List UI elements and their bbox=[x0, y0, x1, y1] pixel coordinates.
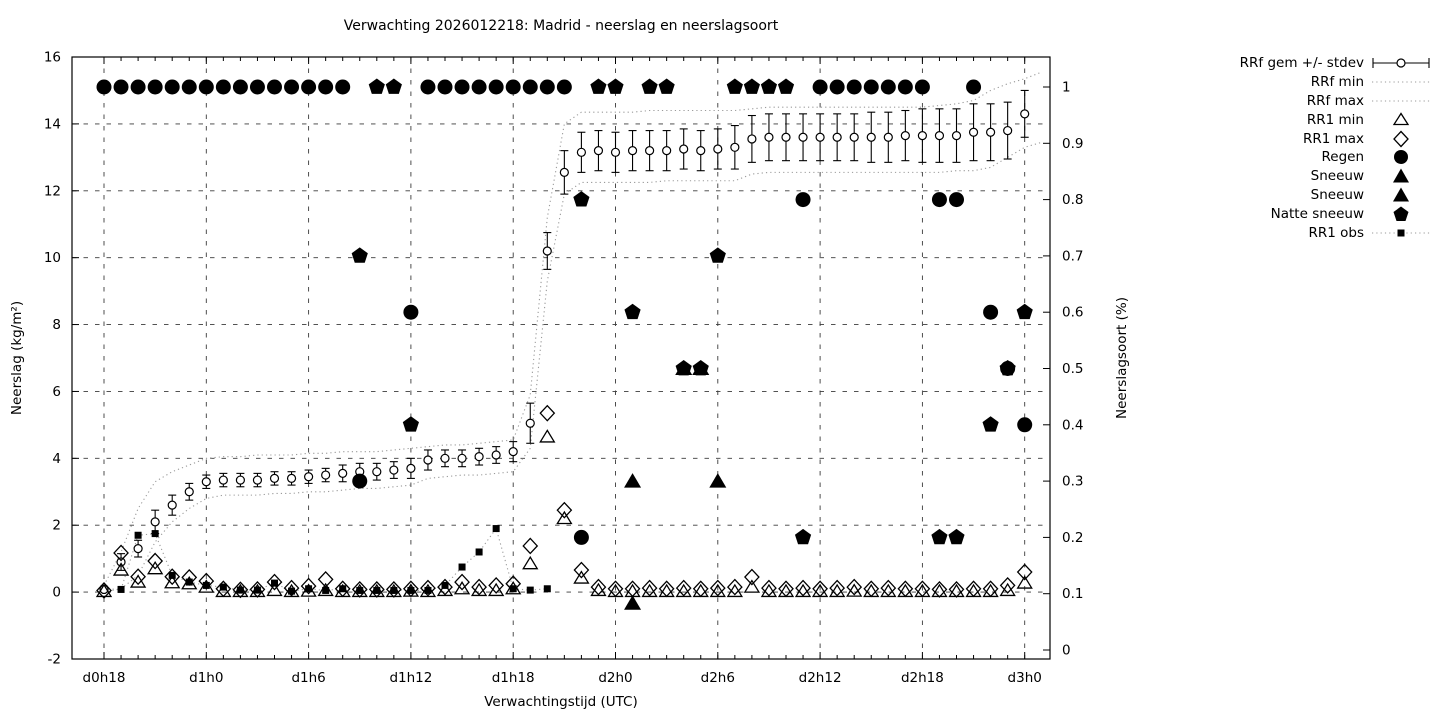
y-left-tick-label: 2 bbox=[52, 518, 61, 534]
y-right-tick-label: 0.5 bbox=[1062, 361, 1083, 377]
y-right-tick-label: 0.7 bbox=[1062, 248, 1083, 264]
pentagon-filled-icon bbox=[1393, 206, 1409, 221]
x-tick-label: d1h12 bbox=[389, 670, 432, 686]
legend-item: RR1 obs bbox=[1140, 223, 1432, 242]
y-left-tick-label: 16 bbox=[44, 50, 61, 66]
dotline-icon bbox=[1372, 81, 1430, 83]
legend-item: Natte sneeuw bbox=[1140, 204, 1432, 223]
series-sneeuw-a bbox=[624, 360, 727, 488]
x-tick-label: d2h18 bbox=[901, 670, 944, 686]
y-left-tick-label: 4 bbox=[52, 451, 61, 467]
y-left-tick-label: 10 bbox=[44, 250, 61, 266]
y-right-tick-label: 1 bbox=[1062, 80, 1071, 96]
series-rr1-min bbox=[95, 429, 1033, 598]
triangle-open-icon bbox=[1392, 112, 1410, 125]
legend: RRf gem +/- stdev RRf min RRf max RR1 min RR… bbox=[1140, 54, 1432, 242]
y-right-tick-label: 0.2 bbox=[1062, 530, 1083, 546]
x-tick-label: d2h12 bbox=[799, 670, 842, 686]
x-tick-label: d3h0 bbox=[1008, 670, 1042, 686]
y-left-tick-label: 0 bbox=[52, 585, 61, 601]
axis-tick-labels: d0h18 d1h0 d1h6 d1h12 d1h18 d2h0 d2h6 d2h12 d2h1… bbox=[44, 50, 1084, 687]
legend-label: RRf max bbox=[1306, 92, 1364, 109]
diamond-open-icon bbox=[1393, 130, 1409, 148]
y-right-tick-label: 0.8 bbox=[1062, 192, 1083, 208]
triangle-filled-icon bbox=[1393, 168, 1409, 183]
plot-border bbox=[71, 56, 1051, 660]
legend-label: RR1 min bbox=[1306, 111, 1364, 128]
series-rrf-min bbox=[103, 141, 1042, 593]
legend-item: RR1 max bbox=[1140, 129, 1432, 148]
series-rrf-gem bbox=[99, 89, 1030, 595]
legend-item: Sneeuw bbox=[1140, 167, 1432, 186]
x-tick-label: d1h6 bbox=[291, 670, 325, 686]
x-tick-label: d1h0 bbox=[189, 670, 223, 686]
circle-filled-icon bbox=[1394, 150, 1408, 165]
legend-label: RRf min bbox=[1310, 74, 1364, 91]
triangle-filled-icon bbox=[1393, 187, 1409, 202]
y-right-tick-label: 0 bbox=[1062, 643, 1071, 659]
y-left-tick-label: 8 bbox=[52, 317, 61, 333]
x-axis-label: Verwachtingstijd (UTC) bbox=[484, 694, 638, 710]
y-left-tick-label: -2 bbox=[48, 652, 61, 668]
square-dotline-icon bbox=[1372, 229, 1430, 237]
legend-item: RRf min bbox=[1140, 73, 1432, 92]
y-right-tick-label: 0.3 bbox=[1062, 474, 1083, 490]
legend-item: Sneeuw bbox=[1140, 186, 1432, 205]
legend-label: Regen bbox=[1321, 149, 1364, 166]
y-right-tick-label: 0.6 bbox=[1062, 305, 1083, 321]
dotline-icon bbox=[1372, 100, 1430, 102]
x-tick-label: d1h18 bbox=[492, 670, 535, 686]
legend-item: RRf max bbox=[1140, 92, 1432, 111]
y-right-tick-label: 0.9 bbox=[1062, 136, 1083, 152]
y-right-tick-label: 0.4 bbox=[1062, 417, 1083, 433]
series-rrf-max bbox=[103, 71, 1042, 586]
series-sneeuw-b bbox=[624, 595, 642, 610]
y-left-tick-label: 6 bbox=[52, 384, 61, 400]
legend-label: Sneeuw bbox=[1310, 186, 1364, 203]
errorbar-icon bbox=[1372, 58, 1430, 69]
x-tick-label: d2h6 bbox=[701, 670, 735, 686]
x-tick-label: d0h18 bbox=[83, 670, 126, 686]
gridlines bbox=[72, 57, 1050, 659]
legend-label: RR1 obs bbox=[1308, 224, 1364, 241]
legend-label: RRf gem +/- stdev bbox=[1239, 55, 1364, 72]
axis-ticks bbox=[72, 56, 1050, 660]
y-left-tick-label: 12 bbox=[44, 183, 61, 199]
series-regen bbox=[96, 79, 1033, 545]
series-rr1-max bbox=[96, 404, 1033, 599]
y-left-tick-label: 14 bbox=[44, 116, 61, 132]
series-natte-sneeuw bbox=[351, 78, 1033, 545]
legend-item: RRf gem +/- stdev bbox=[1140, 54, 1432, 73]
legend-label: Natte sneeuw bbox=[1270, 205, 1364, 222]
legend-item: RR1 min bbox=[1140, 110, 1432, 129]
x-tick-label: d2h0 bbox=[598, 670, 632, 686]
chart-title: Verwachting 2026012218: Madrid - neersla… bbox=[343, 18, 779, 34]
legend-label: Sneeuw bbox=[1310, 168, 1364, 185]
y-right-tick-label: 0.1 bbox=[1062, 586, 1083, 602]
legend-label: RR1 max bbox=[1302, 130, 1364, 147]
legend-item: Regen bbox=[1140, 148, 1432, 167]
